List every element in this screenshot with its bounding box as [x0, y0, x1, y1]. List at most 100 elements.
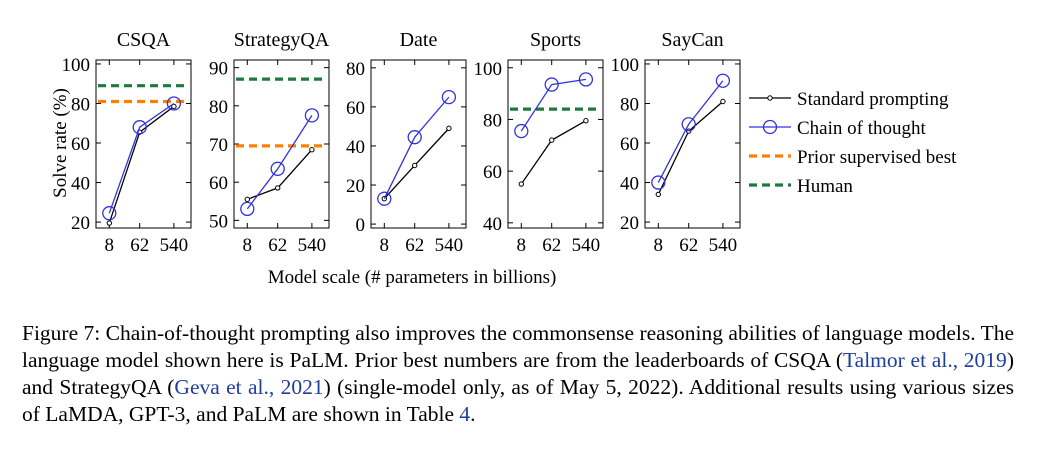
chain-of-thought-point: [304, 108, 320, 123]
standard-prompting-point: [446, 125, 452, 132]
chain-of-thought-line: [383, 96, 450, 199]
x-tick-label: 540: [709, 235, 738, 256]
y-tick-label: 90: [209, 59, 228, 80]
chain-of-thought-point: [514, 123, 529, 139]
legend-label: Standard prompting: [797, 89, 949, 110]
chain-of-thought-point: [102, 206, 117, 221]
x-axis-label: Model scale (# parameters in billions): [268, 267, 557, 288]
x-tick-label: 62: [130, 235, 149, 256]
legend-label: Prior supervised best: [797, 147, 957, 168]
chain-of-thought-point: [441, 89, 457, 105]
x-tick-label: 8: [243, 235, 253, 256]
x-tick-label: 8: [380, 235, 390, 256]
y-tick-label: 40: [346, 137, 365, 158]
y-tick-label: 80: [620, 94, 639, 115]
citation-talmor[interactable]: Talmor et al., 2019: [843, 348, 1007, 372]
y-tick-label: 60: [346, 98, 365, 119]
panel-title: StrategyQA: [234, 29, 330, 51]
citation-geva[interactable]: Geva et al., 2021: [174, 375, 324, 399]
panel-date: Date 0 20 40 60 80 8 62 540: [346, 29, 467, 256]
caption-suffix: .: [470, 402, 476, 426]
y-tick-label: 40: [483, 214, 502, 235]
chain-of-thought-point: [578, 72, 594, 87]
plot-frame: [644, 59, 741, 229]
chain-of-thought-line: [108, 102, 175, 214]
x-tick-label: 62: [679, 235, 698, 256]
legend-marker: [762, 119, 778, 135]
standard-prompting-point: [583, 118, 589, 124]
y-tick-label: 20: [346, 176, 365, 197]
y-axis-label: Solve rate (%): [50, 88, 71, 198]
chain-of-thought-point: [651, 175, 666, 190]
standard-prompting-line: [657, 101, 724, 195]
y-tick-label: 80: [346, 59, 365, 80]
legend: Standard prompting Chain of thought Prior …: [749, 89, 957, 197]
standard-prompting-point: [549, 137, 555, 143]
standard-prompting-line: [108, 105, 175, 224]
legend-label: Human: [797, 176, 853, 197]
y-tick-label: 80: [71, 94, 90, 115]
chain-of-thought-point: [377, 191, 392, 206]
chain-of-thought-point: [166, 96, 182, 111]
y-tick-label: 20: [71, 213, 90, 234]
caption-mid2: ) (single-model only, as of May 5, 2022)…: [22, 375, 1014, 426]
x-tick-label: 540: [160, 235, 189, 256]
y-tick-label: 40: [71, 174, 90, 195]
y-tick-label: 0: [356, 215, 366, 236]
panel-title: Date: [400, 29, 438, 51]
panel-strategyqa: StrategyQA 50 60 70 80 90 8 62 540: [209, 29, 330, 256]
panel-title: CSQA: [117, 29, 171, 51]
figure-caption: Figure 7: Chain-of-thought prompting als…: [22, 320, 1014, 428]
y-tick-label: 100: [611, 55, 640, 76]
plot-frame: [370, 59, 467, 229]
commonsense-reasoning-figure: Solve rate (%) Model scale (# parameters…: [50, 29, 957, 288]
table-reference[interactable]: 4: [459, 402, 471, 426]
x-tick-label: 540: [572, 235, 601, 256]
caption-mid1: ) and StrategyQA (: [22, 348, 1014, 399]
chain-of-thought-point: [132, 120, 147, 135]
chain-of-thought-point: [270, 161, 285, 176]
legend-marker: [767, 95, 773, 101]
y-tick-label: 100: [62, 55, 91, 76]
legend-item-standard-prompting: Standard prompting: [749, 89, 949, 110]
panel-saycan: SayCan 20 40 60 80 100 8 62 540: [611, 29, 741, 256]
chain-of-thought-line: [657, 80, 724, 183]
y-tick-label: 80: [209, 97, 228, 118]
x-tick-label: 8: [105, 235, 115, 256]
y-tick-label: 60: [620, 134, 639, 155]
x-tick-label: 540: [435, 235, 464, 256]
chain-of-thought-line: [520, 78, 586, 132]
legend-item-human: Human: [749, 176, 853, 197]
panel-csqa: CSQA 20 40 60 80 100 8 62 540: [62, 29, 192, 256]
chain-of-thought-line: [246, 115, 313, 210]
x-tick-label: 540: [298, 235, 327, 256]
chain-of-thought-point: [681, 117, 696, 132]
chain-of-thought-point: [544, 77, 559, 92]
y-tick-label: 100: [474, 59, 503, 80]
x-tick-label: 8: [517, 235, 527, 256]
legend-item-prior-supervised-best: Prior supervised best: [749, 147, 957, 168]
y-tick-label: 20: [620, 213, 639, 234]
chain-of-thought-point: [715, 73, 731, 88]
standard-prompting-point: [655, 191, 661, 198]
standard-prompting-point: [106, 220, 113, 226]
chain-of-thought-point: [240, 201, 255, 217]
legend-label: Chain of thought: [797, 118, 926, 139]
x-tick-label: 62: [268, 235, 287, 256]
standard-prompting-line: [520, 120, 587, 185]
x-tick-label: 62: [405, 235, 424, 256]
standard-prompting-point: [244, 196, 251, 203]
y-tick-label: 60: [209, 173, 228, 194]
y-tick-label: 80: [483, 110, 502, 131]
standard-prompting-point: [412, 162, 418, 169]
standard-prompting-point: [309, 147, 315, 153]
y-tick-label: 40: [620, 174, 639, 195]
x-tick-label: 8: [654, 235, 664, 256]
panel-title: Sports: [530, 29, 581, 51]
standard-prompting-point: [518, 181, 524, 187]
y-tick-label: 70: [209, 135, 228, 156]
y-tick-label: 60: [483, 162, 502, 183]
chain-of-thought-point: [407, 130, 422, 145]
standard-prompting-point: [275, 185, 281, 191]
